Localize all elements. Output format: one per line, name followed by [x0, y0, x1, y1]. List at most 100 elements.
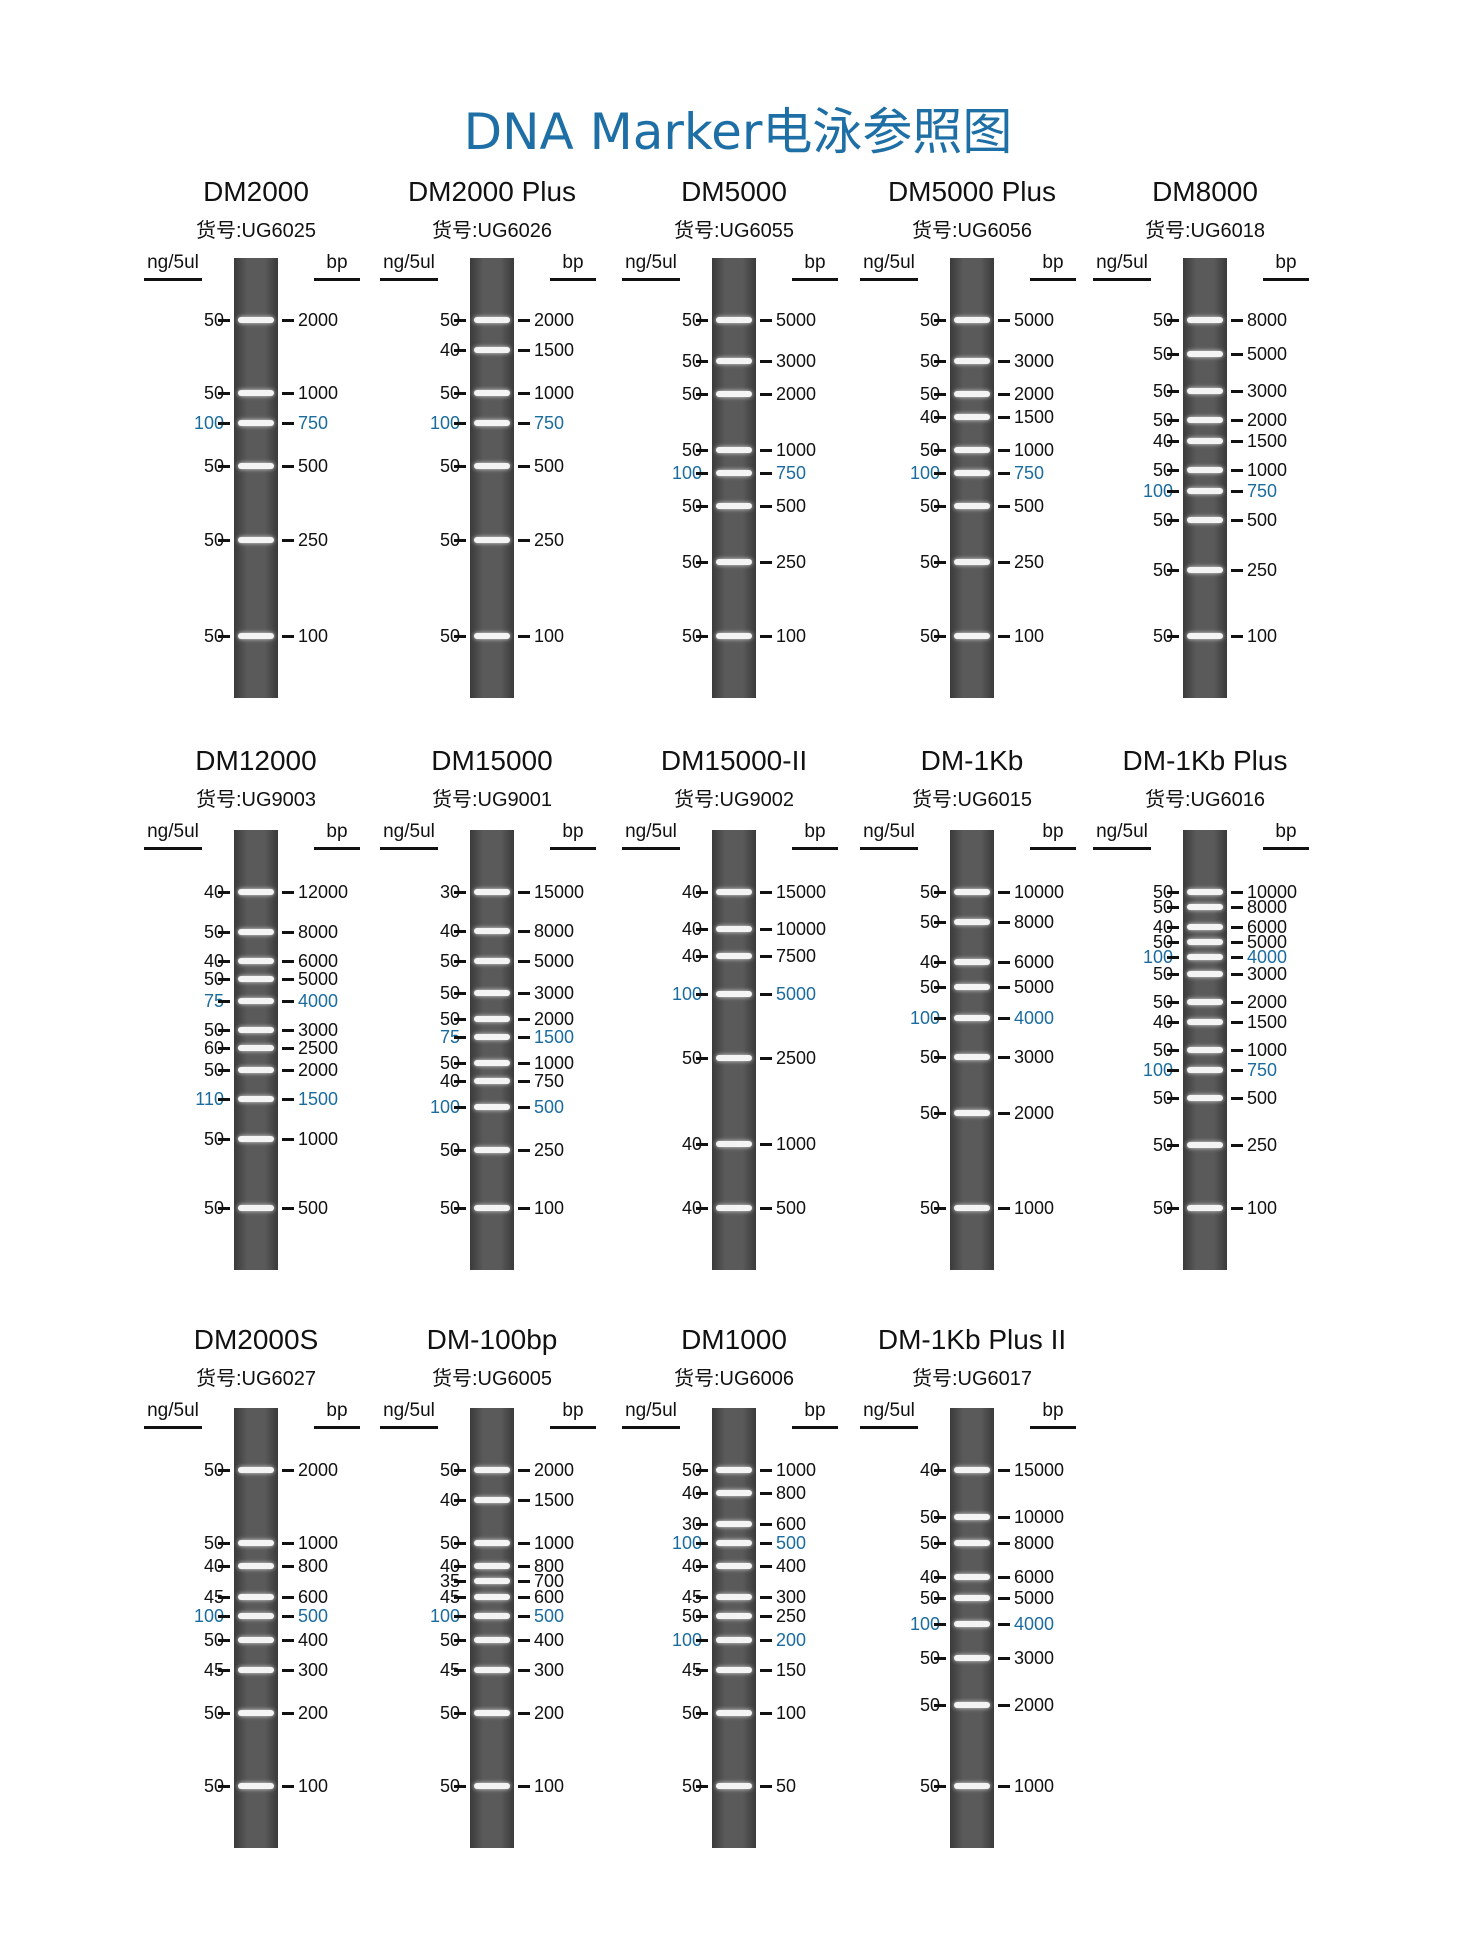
band-bp-label: 1000 — [298, 1532, 339, 1553]
band-ng-label: 50 — [203, 529, 224, 550]
band-ng-label: 40 — [919, 1566, 940, 1587]
tick — [1231, 1021, 1243, 1025]
tick — [218, 1046, 230, 1050]
band-ng-label: 50 — [439, 1198, 460, 1219]
tick — [282, 1069, 294, 1073]
ladder-name: DM-100bp — [426, 1324, 558, 1355]
band-ng-label: 50 — [1152, 626, 1173, 647]
tick — [696, 1615, 708, 1619]
band-ng-label: 100 — [671, 463, 702, 484]
band-ng-label: 50 — [203, 309, 224, 330]
tick — [696, 1207, 708, 1211]
tick — [518, 1207, 530, 1211]
gel-band — [238, 1026, 274, 1033]
gel-band — [474, 1539, 510, 1546]
band-ng-label: 50 — [919, 1533, 940, 1554]
band-ng-label: 50 — [439, 309, 460, 330]
tick — [454, 635, 466, 639]
gel-band — [716, 1055, 752, 1062]
gel-band — [954, 390, 990, 397]
tick — [1167, 489, 1179, 493]
band-bp-label: 6000 — [298, 950, 339, 971]
tick — [1167, 439, 1179, 443]
tick — [934, 1542, 946, 1546]
band-ng-label: 75 — [439, 1027, 460, 1048]
tick — [518, 960, 530, 964]
tick — [696, 359, 708, 363]
tick — [998, 1207, 1010, 1211]
tick — [1167, 468, 1179, 472]
band-bp-label: 100 — [298, 626, 329, 647]
band-ng-label: 50 — [681, 1703, 702, 1724]
tick — [454, 1595, 466, 1599]
band-bp-label: 100 — [534, 626, 565, 647]
gel-band — [474, 389, 510, 396]
tick — [934, 1112, 946, 1116]
tick — [696, 1785, 708, 1789]
tick — [1231, 418, 1243, 422]
header-bp: bp — [550, 821, 596, 850]
tick — [454, 1712, 466, 1716]
gel-band — [954, 1621, 990, 1628]
band-ng-label: 40 — [439, 1490, 460, 1511]
tick — [934, 1207, 946, 1211]
band-ng-label: 50 — [681, 552, 702, 573]
tick — [454, 1468, 466, 1472]
band-bp-label: 500 — [1247, 1087, 1278, 1108]
band-ng-label: 50 — [439, 1776, 460, 1797]
band-bp-label: 3000 — [776, 350, 817, 371]
tick — [518, 1080, 530, 1083]
band-bp-label: 1500 — [1247, 430, 1288, 451]
band-bp-label: 1000 — [1014, 439, 1055, 460]
gel-band — [954, 559, 990, 566]
tick — [696, 1712, 708, 1716]
gel-band — [954, 1573, 990, 1580]
band-bp-label: 750 — [776, 463, 807, 484]
band-ng-label: 45 — [439, 1660, 460, 1681]
tick — [998, 1656, 1010, 1660]
tick — [1231, 389, 1243, 393]
tick — [998, 416, 1010, 420]
band-bp-label: 4000 — [298, 991, 339, 1012]
gel-band — [716, 1636, 752, 1643]
gel-band — [716, 1539, 752, 1546]
gel-band — [1187, 487, 1223, 494]
band-bp-label: 15000 — [1014, 1459, 1065, 1480]
band-ng-label: 50 — [681, 1459, 702, 1480]
gel-band — [474, 1103, 510, 1110]
header-bp: bp — [792, 1400, 838, 1429]
header-ng: ng/5ul — [380, 821, 438, 850]
gel-band — [716, 1466, 752, 1473]
tick — [998, 1468, 1010, 1472]
gel-band — [954, 633, 990, 640]
tick — [696, 1669, 708, 1673]
band-ng-label: 50 — [1152, 964, 1173, 985]
band-bp-label: 250 — [298, 529, 329, 550]
band-bp-label: 50 — [776, 1776, 797, 1797]
band-bp-label: 8000 — [1247, 896, 1288, 917]
band-bp-label: 3000 — [1247, 380, 1288, 401]
band-ng-label: 40 — [681, 1483, 702, 1504]
gel-lane — [712, 1408, 756, 1848]
tick — [1167, 905, 1179, 909]
gel-lane — [234, 830, 278, 1270]
tick — [218, 1028, 230, 1032]
band-bp-label: 10000 — [1014, 1507, 1065, 1528]
tick — [998, 635, 1010, 639]
tick — [1167, 1207, 1179, 1211]
gel-lane — [234, 1408, 278, 1848]
band-bp-label: 100 — [298, 1776, 329, 1797]
band-ng-label: 50 — [681, 496, 702, 517]
tick — [282, 635, 294, 639]
tick — [760, 392, 772, 396]
band-ng-label: 40 — [681, 946, 702, 967]
tick — [518, 890, 530, 894]
gel-band — [1187, 567, 1223, 574]
tick — [696, 1565, 708, 1569]
band-ng-label: 100 — [671, 1629, 702, 1650]
band-bp-label: 10000 — [776, 919, 827, 940]
band-ng-label: 50 — [203, 1129, 224, 1150]
gel-band — [238, 1710, 274, 1717]
band-ng-label: 60 — [203, 1037, 224, 1058]
band-ng-label: 50 — [681, 626, 702, 647]
